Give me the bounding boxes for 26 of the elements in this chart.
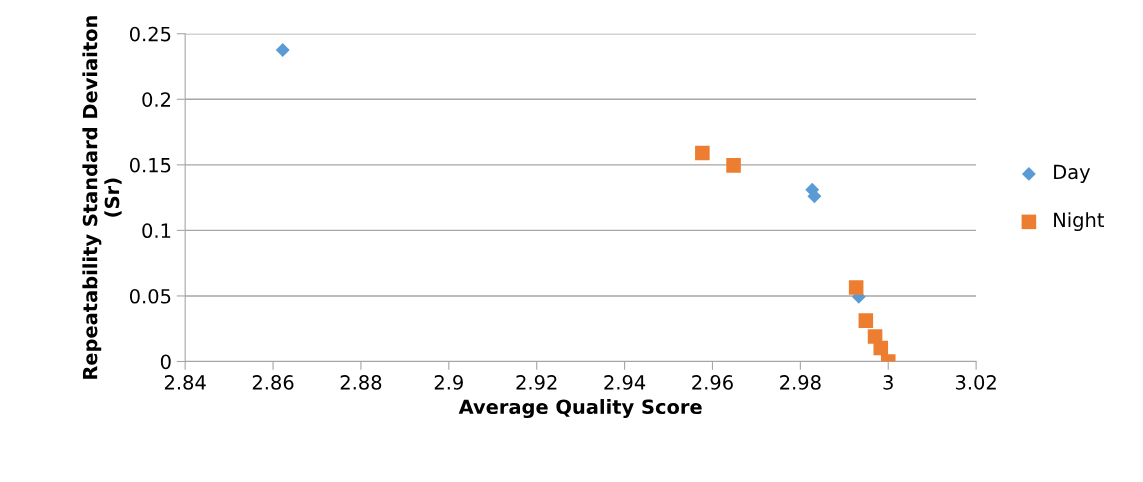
x-tick-label: 2.96	[692, 375, 733, 390]
legend-label: Day	[1054, 164, 1091, 184]
point	[695, 145, 710, 161]
x-tick-label: 2.86	[252, 375, 294, 390]
x-axis-title: Average Quality Score	[458, 399, 702, 419]
y-tick-label: 0.25	[129, 26, 171, 42]
y-axis-title: Repeatability Standard Deviaiton (Sr)	[82, 16, 122, 379]
y-tick-label: 0.1	[142, 223, 171, 239]
x-tick-label: 3	[883, 375, 893, 390]
x-tick-label: 3.02	[955, 375, 996, 390]
x-tick-label: 2.98	[780, 375, 821, 390]
point	[873, 340, 889, 356]
x-tick-label: 2.92	[516, 375, 557, 390]
x-tick-label: 2.94	[604, 375, 646, 390]
point	[275, 43, 290, 57]
point	[848, 280, 864, 295]
x-tick-label: 2.9	[434, 375, 463, 390]
legend-label: Night	[1054, 212, 1104, 232]
y-tick-label: 0.15	[129, 157, 171, 173]
y-tick-label: 0.2	[142, 92, 171, 107]
point	[726, 158, 741, 173]
y-tick-label: 0	[160, 354, 171, 370]
y-tick-label: 0.05	[129, 288, 171, 304]
x-tick-label: 2.84	[164, 375, 206, 390]
x-tick-label: 2.88	[340, 375, 382, 390]
point	[858, 313, 874, 328]
